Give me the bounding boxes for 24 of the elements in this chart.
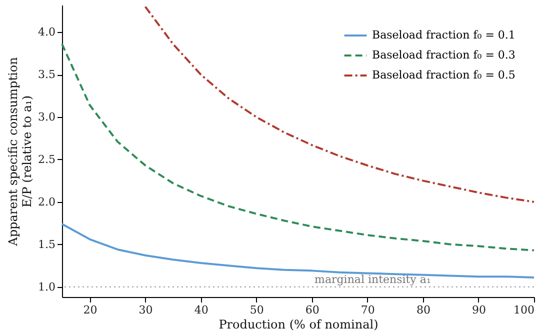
y-tick-label: 1.0 — [38, 280, 56, 294]
x-axis-title: Production (% of nominal) — [218, 318, 378, 332]
x-tick-label: 70 — [360, 304, 375, 316]
y-tick-label: 3.0 — [38, 110, 56, 124]
x-tick-label: 60 — [305, 304, 320, 316]
x-tick-label: 30 — [138, 304, 153, 316]
line-series — [144, 6, 535, 203]
x-tick-label: 90 — [472, 304, 486, 316]
x-tick-label: 100 — [514, 304, 534, 316]
y-axis-title: Apparent specific consumption E/P (relative to a₁) — [6, 56, 34, 247]
legend-label: Baseload fraction f₀ = 0.1 — [372, 28, 516, 42]
x-tick-label: 20 — [83, 304, 98, 316]
x-tick-label: 40 — [194, 304, 208, 316]
line-series — [61, 43, 535, 252]
y-tick-label: 1.5 — [38, 238, 56, 251]
y-tick-label: 3.5 — [38, 68, 56, 82]
y-tick-label: 2.5 — [38, 152, 56, 166]
ref-line-label: marginal intensity a₁ — [314, 272, 431, 286]
legend-label: Baseload fraction f₀ = 0.5 — [372, 68, 516, 82]
x-tick-label: 80 — [416, 304, 430, 316]
y-tick-label: 4.0 — [38, 26, 56, 39]
x-tick-label: 50 — [250, 304, 264, 316]
legend-label: Baseload fraction f₀ = 0.3 — [372, 48, 516, 62]
y-tick-label: 2.0 — [38, 195, 56, 208]
